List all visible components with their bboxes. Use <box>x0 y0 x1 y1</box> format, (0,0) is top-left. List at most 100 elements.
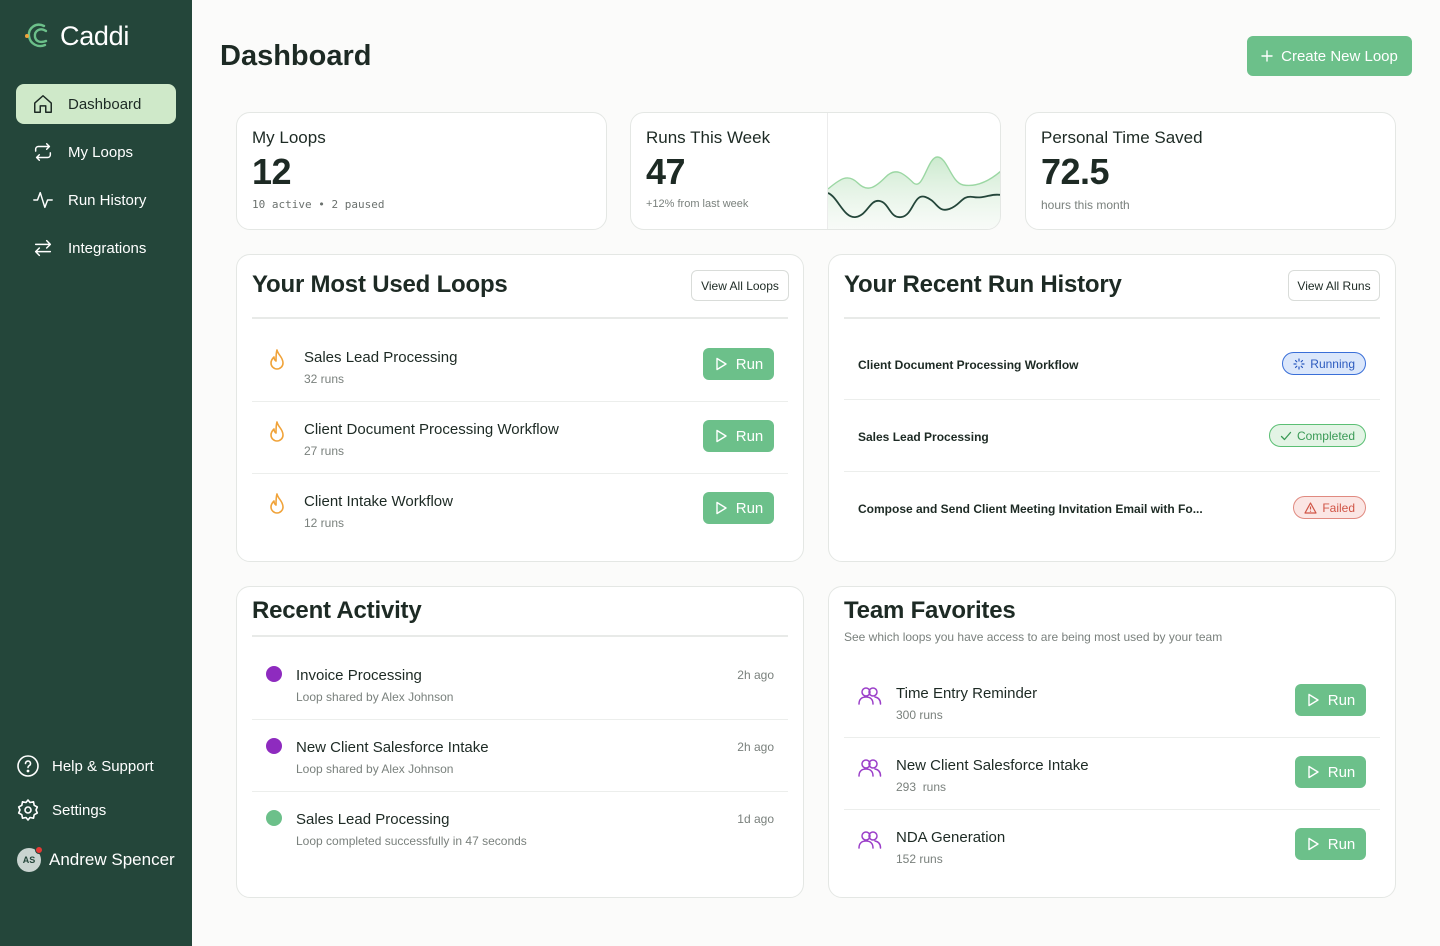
stat-label: Personal Time Saved <box>1041 128 1203 147</box>
run-label: Run <box>735 355 764 373</box>
status-badge: Failed <box>1293 496 1366 519</box>
stat-value: 47 <box>646 151 686 192</box>
flame-icon <box>270 349 284 370</box>
plus-icon <box>1261 50 1273 62</box>
stat-label: My Loops <box>252 128 326 147</box>
stat-value: 72.5 <box>1041 151 1110 192</box>
team-icon <box>858 831 882 849</box>
sidebar-nav: Dashboard My Loops Run History Integrati… <box>16 84 176 276</box>
help-support-link[interactable]: Help & Support <box>16 748 186 784</box>
run-history-row[interactable]: Compose and Send Client Meeting Invitati… <box>844 472 1380 544</box>
activity-title: New Client Salesforce Intake <box>296 739 489 756</box>
run-label: Run <box>1327 691 1356 709</box>
panel-title: Recent Activity <box>252 597 422 624</box>
notification-dot <box>35 846 43 854</box>
status-badge: Running <box>1282 352 1366 375</box>
stat-sub: +12% from last week <box>646 198 749 210</box>
activity-sub: Loop completed successfully in 47 second… <box>296 834 527 848</box>
activity-sub: Loop shared by Alex Johnson <box>296 690 454 704</box>
run-button[interactable]: Run <box>1295 684 1366 716</box>
play-icon <box>1308 693 1319 707</box>
favorite-title: Time Entry Reminder <box>896 685 1038 702</box>
play-icon <box>716 429 727 443</box>
stat-card-my-loops: My Loops 12 10 active • 2 paused <box>236 112 607 230</box>
play-icon <box>716 357 727 371</box>
run-history-row[interactable]: Client Document Processing Workflow Runn… <box>844 328 1380 400</box>
favorite-title: New Client Salesforce Intake <box>896 757 1089 774</box>
home-icon <box>34 95 52 113</box>
activity-time: 2h ago <box>737 668 774 682</box>
activity-row[interactable]: New Client Salesforce Intake Loop shared… <box>252 720 788 792</box>
recent-activity-panel: Recent Activity Invoice Processing Loop … <box>236 586 804 898</box>
sidebar-item-label: My Loops <box>68 143 134 161</box>
sidebar-item-label: Integrations <box>68 239 147 257</box>
panel-title: Your Recent Run History <box>844 271 1122 298</box>
run-button[interactable]: Run <box>703 420 774 452</box>
team-icon <box>858 759 882 777</box>
run-label: Run <box>1327 763 1356 781</box>
sidebar-item-dashboard[interactable]: Dashboard <box>16 84 176 124</box>
run-title: Sales Lead Processing <box>858 430 989 444</box>
runs-sparkline <box>827 113 1000 229</box>
sidebar-item-label: Run History <box>68 191 147 209</box>
stat-card-runs-this-week: Runs This Week 47 +12% from last week <box>630 112 1001 230</box>
play-icon <box>1308 837 1319 851</box>
sparkline-line <box>828 192 1000 218</box>
sidebar-item-label: Dashboard <box>68 95 142 113</box>
loop-icon <box>34 143 52 161</box>
team-favorite-row[interactable]: New Client Salesforce Intake 293 runs Ru… <box>844 738 1380 810</box>
panel-description: See which loops you have access to are b… <box>844 630 1223 644</box>
stat-sub: hours this month <box>1041 198 1130 212</box>
sidebar-bottom-nav: Help & Support Settings <box>16 748 186 836</box>
view-all-loops-button[interactable]: View All Loops <box>691 270 789 301</box>
run-button[interactable]: Run <box>1295 756 1366 788</box>
activity-row[interactable]: Invoice Processing Loop shared by Alex J… <box>252 648 788 720</box>
loop-row[interactable]: Sales Lead Processing 32 runs Run <box>252 330 788 402</box>
user-profile[interactable]: AS Andrew Spencer <box>17 846 175 872</box>
activity-row[interactable]: Sales Lead Processing Loop completed suc… <box>252 792 788 864</box>
play-icon <box>716 501 727 515</box>
loop-title: Sales Lead Processing <box>304 349 458 366</box>
activity-dot <box>266 810 282 826</box>
run-button[interactable]: Run <box>703 348 774 380</box>
loop-row[interactable]: Client Document Processing Workflow 27 r… <box>252 402 788 474</box>
app-logo[interactable]: Caddi <box>22 20 129 52</box>
run-title: Client Document Processing Workflow <box>858 358 1079 372</box>
create-new-loop-button[interactable]: Create New Loop <box>1247 36 1412 76</box>
stat-card-time-saved: Personal Time Saved 72.5 hours this mont… <box>1025 112 1396 230</box>
sidebar-item-integrations[interactable]: Integrations <box>16 228 176 268</box>
sidebar: Caddi Dashboard My Loops Run History Int… <box>0 0 192 946</box>
favorite-runs: 300 runs <box>896 708 943 722</box>
view-all-runs-button[interactable]: View All Runs <box>1288 270 1380 301</box>
activity-title: Sales Lead Processing <box>296 811 450 828</box>
activity-title: Invoice Processing <box>296 667 422 684</box>
activity-sub: Loop shared by Alex Johnson <box>296 762 454 776</box>
caddi-logo-icon <box>25 23 48 48</box>
run-button[interactable]: Run <box>1295 828 1366 860</box>
loop-title: Client Intake Workflow <box>304 493 453 510</box>
app-name: Caddi <box>60 20 130 51</box>
sparkline-line-light <box>828 156 1000 190</box>
flame-icon <box>270 493 284 514</box>
divider <box>252 317 788 319</box>
run-label: Run <box>735 427 764 445</box>
run-button[interactable]: Run <box>703 492 774 524</box>
avatar: AS <box>17 846 43 872</box>
team-favorite-row[interactable]: Time Entry Reminder 300 runs Run <box>844 666 1380 738</box>
divider <box>252 635 788 637</box>
team-favorite-row[interactable]: NDA Generation 152 runs Run <box>844 810 1380 882</box>
loop-row[interactable]: Client Intake Workflow 12 runs Run <box>252 474 788 546</box>
play-icon <box>1308 765 1319 779</box>
team-icon <box>858 687 882 705</box>
loop-title: Client Document Processing Workflow <box>304 421 559 438</box>
spinner-icon <box>1293 357 1305 370</box>
activity-time: 2h ago <box>737 740 774 754</box>
sidebar-item-run-history[interactable]: Run History <box>16 180 176 220</box>
status-label: Completed <box>1296 428 1355 443</box>
flame-icon <box>270 421 284 442</box>
stat-sub: 10 active • 2 paused <box>252 198 385 211</box>
run-history-row[interactable]: Sales Lead Processing Completed <box>844 400 1380 472</box>
warning-icon <box>1304 501 1317 514</box>
settings-link[interactable]: Settings <box>16 792 186 828</box>
sidebar-item-my-loops[interactable]: My Loops <box>16 132 176 172</box>
